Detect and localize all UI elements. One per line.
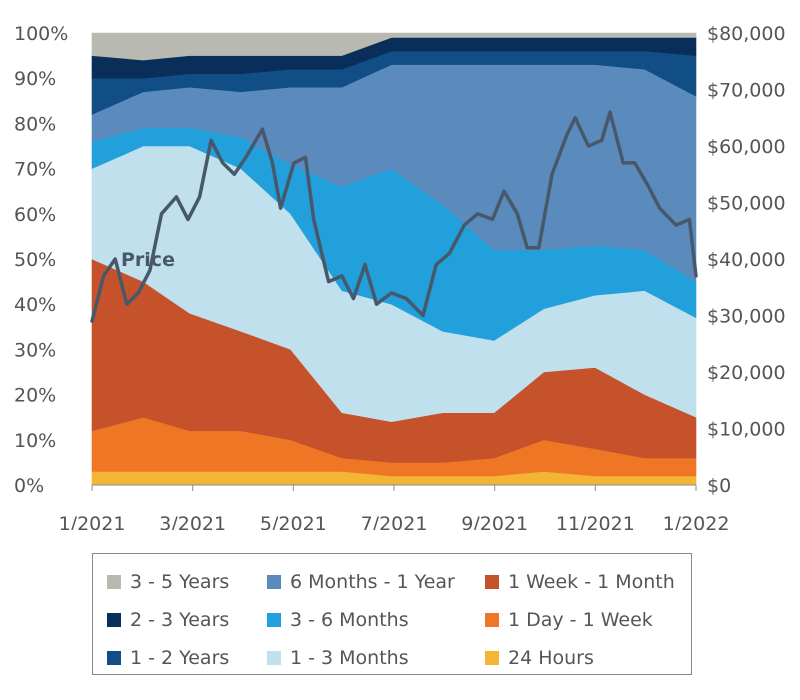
- x-tick-label: 1/2021: [59, 513, 126, 530]
- y-right-tick-label: $0: [707, 475, 731, 497]
- legend-label: 3 - 5 Years: [130, 571, 230, 593]
- legend-label: 1 Week - 1 Month: [508, 571, 675, 593]
- y-left-tick-label: 10%: [14, 430, 56, 452]
- x-tick-label: 3/2021: [159, 513, 226, 530]
- area-3-5-years: [91, 32, 697, 61]
- axes: 0% 10% 20% 30% 40% 50% 60% 70% 80% 90% 100% $0 $10,0…: [14, 23, 786, 530]
- legend-swatch: [485, 651, 499, 665]
- legend-label: 1 - 3 Months: [290, 647, 409, 669]
- price-line-group: Price: [90, 110, 698, 323]
- stacked-areas: [91, 32, 697, 486]
- y-right-tick-label: $20,000: [707, 362, 786, 384]
- y-left-tick-label: 60%: [14, 204, 56, 226]
- y-right-tick-label: $60,000: [707, 136, 786, 158]
- legend-swatch: [267, 613, 281, 627]
- legend-item: 24 Hours: [485, 647, 594, 669]
- y-right-tick-label: $70,000: [707, 80, 786, 102]
- x-tick-label: 5/2021: [260, 513, 327, 530]
- y-left-tick-label: 30%: [14, 339, 56, 361]
- legend-item: 1 - 2 Years: [107, 647, 229, 669]
- legend-item: 3 - 5 Years: [107, 571, 229, 593]
- x-tick-label: 9/2021: [461, 513, 528, 530]
- legend: 3 - 5 Years 2 - 3 Years 1 - 2 Years 6 Month…: [92, 553, 692, 675]
- legend-item: 2 - 3 Years: [107, 609, 229, 631]
- y-right-tick-label: $40,000: [707, 249, 786, 271]
- y-left-tick-label: 20%: [14, 385, 56, 407]
- legend-label: 2 - 3 Years: [130, 609, 230, 631]
- legend-swatch: [485, 613, 499, 627]
- y-left-tick-label: 100%: [14, 23, 68, 45]
- legend-label: 1 Day - 1 Week: [508, 609, 653, 631]
- legend-swatch: [107, 613, 121, 627]
- legend-label: 3 - 6 Months: [290, 609, 409, 631]
- legend-label: 1 - 2 Years: [130, 647, 230, 669]
- legend-swatch: [107, 651, 121, 665]
- x-tick-label: 11/2021: [556, 513, 635, 530]
- y-right-tick-label: $30,000: [707, 306, 786, 328]
- y-right-tick-label: $50,000: [707, 193, 786, 215]
- y-left-tick-label: 70%: [14, 159, 56, 181]
- y-left-tick-label: 50%: [14, 249, 56, 271]
- price-line: [90, 110, 698, 323]
- legend-swatch: [267, 575, 281, 589]
- y-left-tick-label: 90%: [14, 68, 56, 90]
- legend-swatch: [485, 575, 499, 589]
- legend-label: 6 Months - 1 Year: [290, 571, 455, 593]
- y-left-tick-label: 80%: [14, 113, 56, 135]
- legend-item: 1 Day - 1 Week: [485, 609, 653, 631]
- y-left-tick-label: 0%: [14, 475, 44, 497]
- legend-item: 3 - 6 Months: [267, 609, 409, 631]
- legend-item: 6 Months - 1 Year: [267, 571, 455, 593]
- legend-item: 1 Week - 1 Month: [485, 571, 675, 593]
- x-tick-label: 1/2022: [663, 513, 730, 530]
- x-tick-label: 7/2021: [361, 513, 428, 530]
- legend-swatch: [107, 575, 121, 589]
- legend-item: 1 - 3 Months: [267, 647, 409, 669]
- y-right-tick-label: $10,000: [707, 419, 786, 441]
- chart: 0% 10% 20% 30% 40% 50% 60% 70% 80% 90% 100% $0 $10,0…: [14, 23, 786, 530]
- legend-label: 24 Hours: [508, 647, 594, 669]
- y-right-tick-label: $80,000: [707, 23, 786, 45]
- price-annotation: Price: [121, 249, 175, 271]
- y-left-tick-label: 40%: [14, 294, 56, 316]
- legend-swatch: [267, 651, 281, 665]
